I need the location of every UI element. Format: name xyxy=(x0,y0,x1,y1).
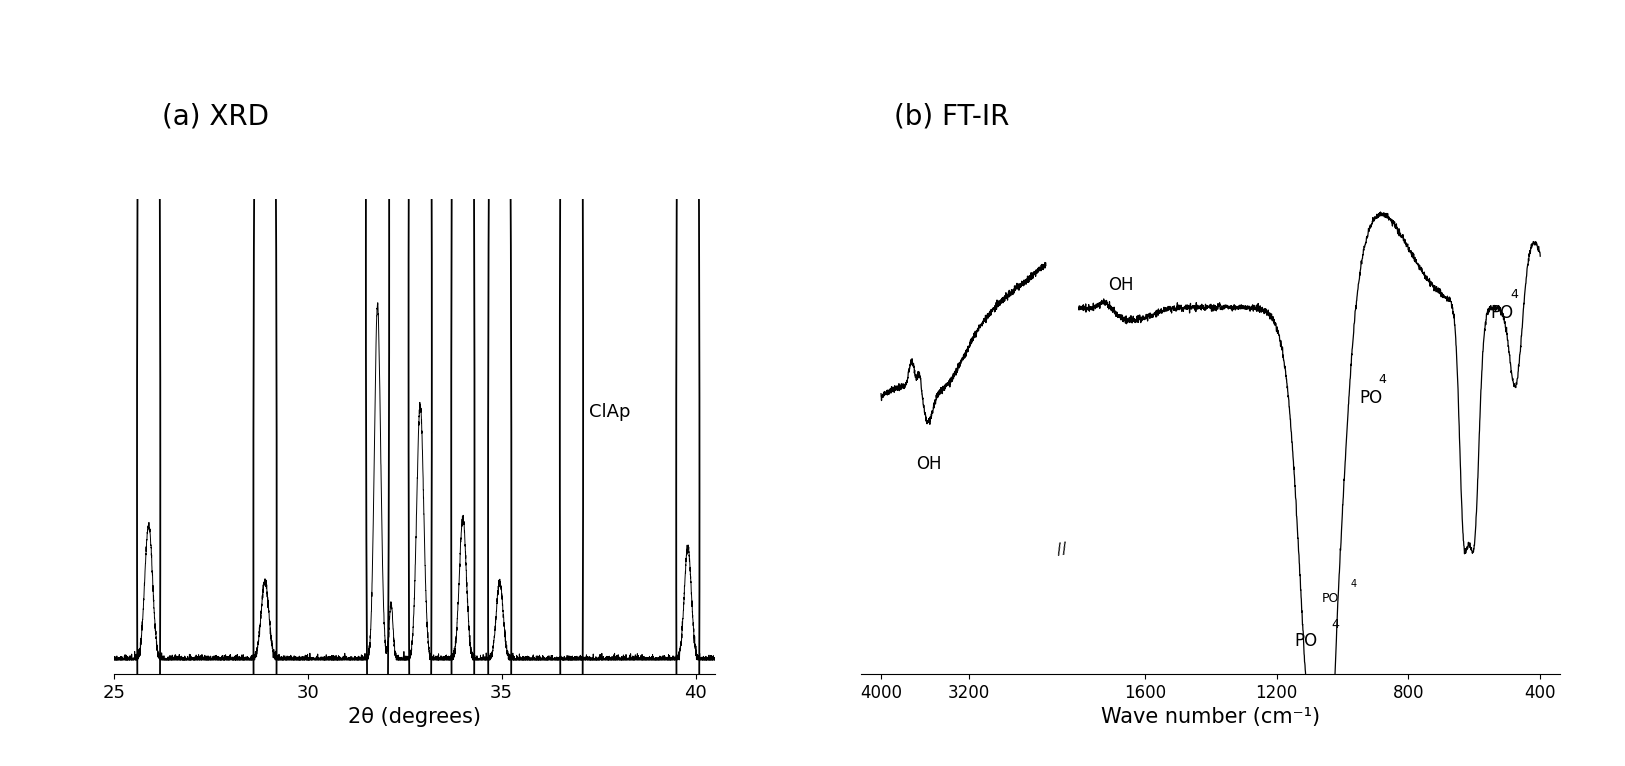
Text: ClAp: ClAp xyxy=(588,403,630,421)
Text: PO: PO xyxy=(1358,389,1383,407)
Text: OH: OH xyxy=(916,455,942,473)
Text: 4: 4 xyxy=(1378,373,1386,386)
Text: PO: PO xyxy=(1295,631,1318,650)
Text: 4: 4 xyxy=(1510,287,1518,300)
X-axis label: Wave number (cm⁻¹): Wave number (cm⁻¹) xyxy=(1102,707,1320,728)
Text: PO: PO xyxy=(1321,592,1339,605)
Text: (b) FT-IR: (b) FT-IR xyxy=(894,102,1009,130)
Text: //: // xyxy=(1056,542,1069,558)
X-axis label: 2θ (degrees): 2θ (degrees) xyxy=(348,707,481,728)
Text: OH: OH xyxy=(1108,277,1134,294)
Text: (a) XRD: (a) XRD xyxy=(162,102,270,130)
Text: 4: 4 xyxy=(1331,618,1339,631)
Text: 4: 4 xyxy=(1350,579,1357,589)
Text: PO: PO xyxy=(1490,304,1514,322)
